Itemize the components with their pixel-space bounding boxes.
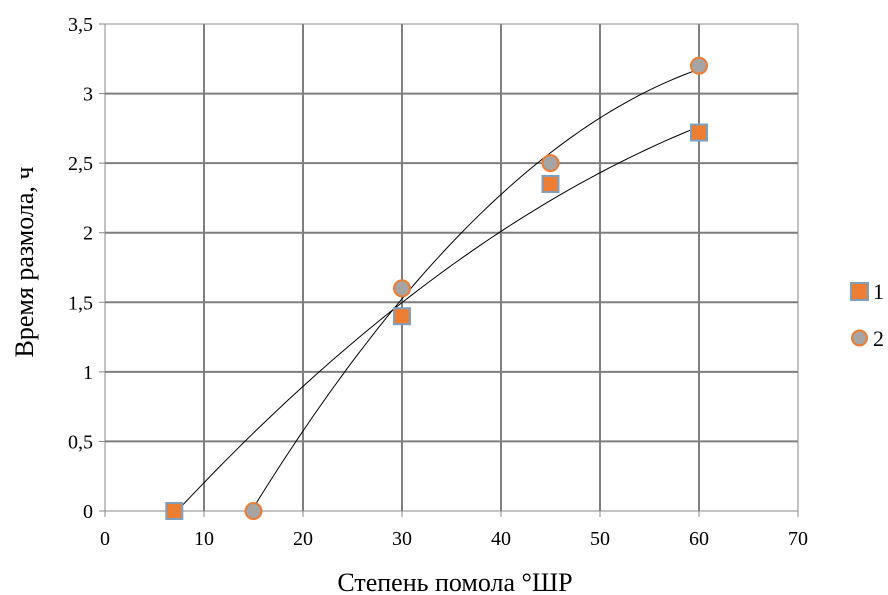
y-tick-label: 1: [83, 362, 93, 384]
point-series-2: [690, 56, 708, 75]
tick-labels: 0 10 20 30 40 50 60 70 0 0,5 1 1,5 2 2,5 3 3,5: [68, 14, 808, 550]
y-axis-title: Время размола, ч: [10, 167, 39, 358]
legend-marker-series-1: [850, 282, 869, 301]
point-series-1: [393, 307, 411, 326]
point-series-2: [393, 279, 411, 298]
point-series-2: [244, 502, 263, 520]
point-series-1: [690, 123, 708, 142]
point-series-1: [165, 502, 184, 520]
legend-marker-series-2: [851, 329, 868, 347]
x-tick-label: 60: [689, 528, 709, 550]
data-points: [165, 56, 708, 520]
trendlines: [173, 68, 700, 515]
y-tick-label: 3,5: [68, 14, 93, 36]
trendline-series-1: [173, 126, 700, 515]
x-tick-label: 70: [788, 528, 808, 550]
x-tick-label: 30: [392, 528, 412, 550]
trendline-series-2: [253, 68, 700, 508]
y-tick-label: 0: [83, 501, 93, 523]
x-tick-label: 10: [194, 528, 214, 550]
y-tick-label: 1,5: [68, 292, 93, 314]
y-tick-label: 3: [83, 84, 93, 106]
y-tick-label: 2: [83, 223, 93, 245]
axes: [99, 23, 799, 517]
grid: [105, 24, 798, 511]
x-tick-label: 50: [590, 528, 610, 550]
x-tick-label: 40: [491, 528, 511, 550]
plot-area: [104, 23, 799, 512]
x-tick-label: 0: [100, 528, 110, 550]
x-tick-label: 20: [293, 528, 313, 550]
y-tick-label: 0,5: [68, 431, 93, 453]
legend-label-series-2: 2: [873, 326, 884, 351]
legend: 1 2: [850, 279, 884, 351]
x-axis-title: Степень помола °ШР: [337, 568, 572, 595]
point-series-2: [541, 154, 560, 173]
y-tick-label: 2,5: [68, 153, 93, 175]
point-series-1: [541, 175, 560, 194]
legend-label-series-1: 1: [873, 279, 884, 304]
